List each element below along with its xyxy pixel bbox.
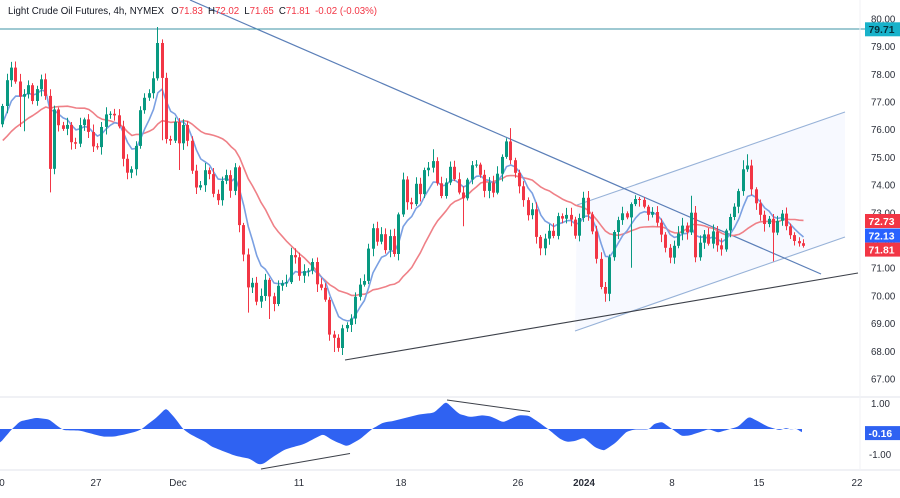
svg-text:80.00: 80.00 — [871, 14, 896, 25]
svg-text:0: 0 — [0, 478, 5, 489]
svg-text:74.00: 74.00 — [871, 181, 896, 192]
svg-text:79.71: 79.71 — [869, 25, 895, 36]
svg-text:8: 8 — [669, 478, 675, 489]
svg-text:Light Crude Oil Futures, 4h, N: Light Crude Oil Futures, 4h, NYMEX O71.83… — [8, 6, 377, 17]
svg-text:69.00: 69.00 — [871, 319, 896, 330]
svg-text:71.81: 71.81 — [869, 245, 895, 256]
svg-text:15: 15 — [754, 478, 765, 489]
svg-text:73.00: 73.00 — [871, 208, 896, 219]
svg-text:Dec: Dec — [169, 478, 187, 489]
svg-text:75.00: 75.00 — [871, 153, 896, 164]
svg-text:18: 18 — [396, 478, 407, 489]
svg-text:-0.16: -0.16 — [869, 429, 893, 440]
svg-text:72.73: 72.73 — [869, 217, 895, 228]
svg-text:71.00: 71.00 — [871, 264, 896, 275]
svg-text:78.00: 78.00 — [871, 70, 896, 81]
svg-text:68.00: 68.00 — [871, 347, 896, 358]
svg-text:22: 22 — [852, 478, 863, 489]
svg-text:77.00: 77.00 — [871, 98, 896, 109]
svg-text:79.00: 79.00 — [871, 42, 896, 53]
svg-text:76.00: 76.00 — [871, 125, 896, 136]
svg-text:26: 26 — [513, 478, 524, 489]
svg-text:67.00: 67.00 — [871, 375, 896, 386]
svg-text:72.13: 72.13 — [869, 231, 895, 242]
svg-text:2024: 2024 — [573, 478, 595, 489]
svg-text:27: 27 — [91, 478, 102, 489]
svg-text:11: 11 — [294, 478, 304, 489]
svg-text:-1.00: -1.00 — [869, 450, 892, 461]
svg-text:70.00: 70.00 — [871, 291, 896, 302]
svg-text:1.00: 1.00 — [871, 399, 890, 410]
